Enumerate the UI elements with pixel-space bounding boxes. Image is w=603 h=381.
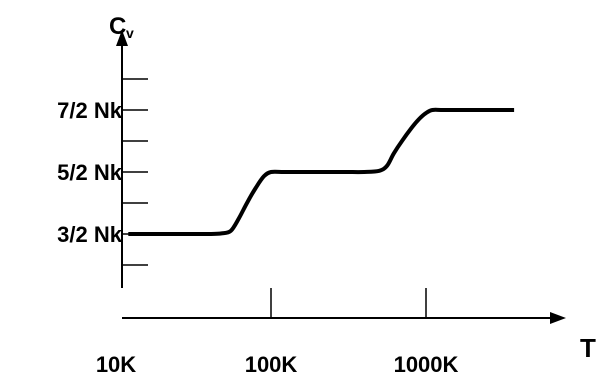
x-axis-label: T bbox=[580, 333, 596, 363]
y-axis-label-subscript: v bbox=[126, 25, 134, 41]
x-tick-label: 10K bbox=[96, 352, 136, 377]
y-axis-label: C bbox=[109, 13, 126, 40]
y-tick-label: 7/2 Nk bbox=[57, 98, 123, 123]
heat-capacity-curve bbox=[128, 107, 515, 237]
y-axis-arrow bbox=[116, 30, 128, 46]
x-axis-arrow bbox=[550, 312, 566, 324]
x-tick-label: 100K bbox=[245, 352, 298, 377]
x-tick-label: 1000K bbox=[394, 352, 459, 377]
y-tick-label: 5/2 Nk bbox=[57, 160, 123, 185]
y-tick-label: 3/2 Nk bbox=[57, 222, 123, 247]
